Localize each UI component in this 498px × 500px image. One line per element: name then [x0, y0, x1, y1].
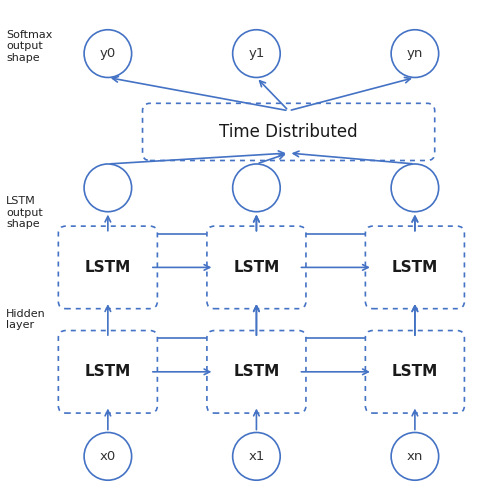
Text: x1: x1	[248, 450, 264, 463]
Text: y1: y1	[248, 47, 264, 60]
Text: LSTM
output
shape: LSTM output shape	[6, 196, 43, 230]
Text: yn: yn	[407, 47, 423, 60]
Text: LSTM: LSTM	[392, 364, 438, 380]
Text: xn: xn	[407, 450, 423, 463]
Text: LSTM: LSTM	[233, 260, 279, 275]
Text: Hidden
layer: Hidden layer	[6, 309, 46, 330]
FancyBboxPatch shape	[366, 226, 465, 308]
FancyBboxPatch shape	[142, 104, 435, 160]
FancyBboxPatch shape	[58, 226, 157, 308]
Text: LSTM: LSTM	[85, 364, 131, 380]
Text: x0: x0	[100, 450, 116, 463]
Text: Softmax
output
shape: Softmax output shape	[6, 30, 53, 62]
FancyBboxPatch shape	[207, 330, 306, 413]
FancyBboxPatch shape	[58, 330, 157, 413]
FancyBboxPatch shape	[207, 226, 306, 308]
Text: y0: y0	[100, 47, 116, 60]
Text: LSTM: LSTM	[233, 364, 279, 380]
Text: Time Distributed: Time Distributed	[219, 123, 358, 141]
Text: LSTM: LSTM	[85, 260, 131, 275]
FancyBboxPatch shape	[366, 330, 465, 413]
Text: LSTM: LSTM	[392, 260, 438, 275]
